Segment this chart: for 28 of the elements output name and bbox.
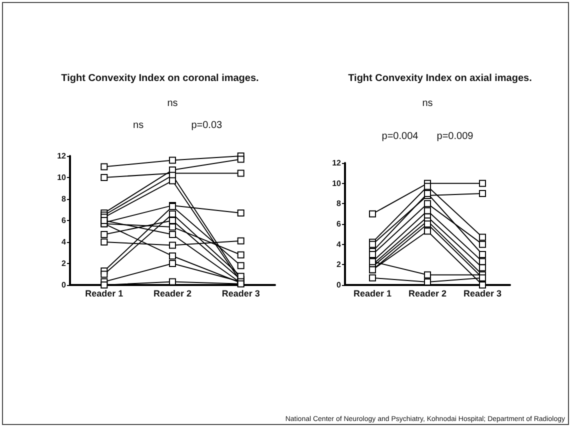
text: ns	[422, 98, 433, 109]
y-tick-label: 4	[336, 240, 342, 249]
y-tick-label: 4	[62, 238, 67, 246]
x-tick-label: Reader 1	[85, 288, 124, 298]
y-tick-label: 8	[336, 199, 342, 208]
y-tick-label: 2	[62, 259, 67, 268]
text: p=0.03	[191, 120, 222, 131]
y-tick-label: 10	[332, 178, 342, 188]
y-tick-label: 0	[336, 280, 342, 290]
y-tick-label: 6	[62, 216, 67, 225]
chart-title: Tight Convexity Index on coronal images.	[61, 73, 259, 84]
y-tick-label: 0	[62, 280, 67, 290]
text: p=0.009	[436, 131, 474, 142]
text: ns	[167, 98, 178, 109]
text: p=0.004	[382, 131, 418, 142]
x-tick-label: Reader 1	[353, 288, 392, 298]
y-tick-label: 8	[62, 194, 67, 204]
chart-title: Tight Convexity Index on axial images.	[348, 73, 532, 84]
y-tick-label: 12	[57, 152, 67, 160]
x-tick-label: Reader 2	[153, 288, 192, 298]
y-tick-label: 12	[332, 158, 342, 168]
text: ns	[133, 120, 144, 131]
x-tick-label: Reader 2	[408, 288, 447, 298]
x-tick-label: Reader 3	[222, 288, 260, 298]
y-tick-label: 2	[336, 260, 342, 270]
x-tick-label: Reader 3	[463, 288, 502, 298]
y-tick-label: 10	[57, 173, 67, 182]
y-tick-label: 6	[336, 220, 342, 228]
